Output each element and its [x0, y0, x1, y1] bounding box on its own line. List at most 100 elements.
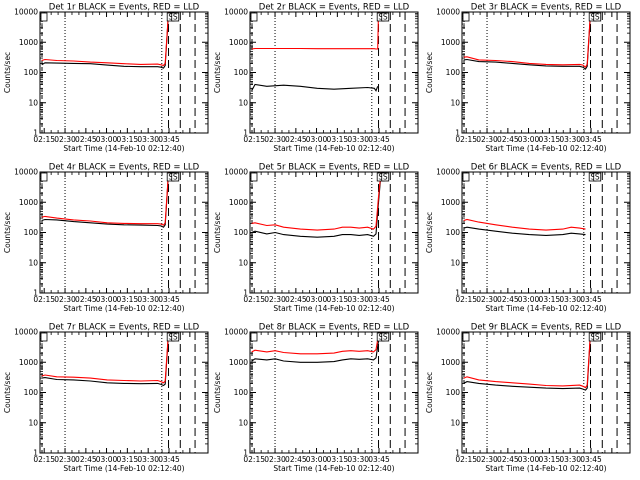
y-tick-label: 10000: [436, 328, 460, 337]
x-tick-label: 02:30: [264, 455, 286, 464]
x-tick-label: 03:45: [368, 295, 390, 304]
x-tick-label: 02:30: [54, 295, 76, 304]
y-axis-label: Counts/sec: [3, 372, 12, 413]
events-series-line: [463, 12, 597, 70]
panel-title: Det 1r BLACK = Events, RED = LLD: [49, 3, 200, 13]
saa-marker-box: [171, 332, 180, 342]
plot-frame: [461, 331, 631, 454]
x-tick-label: 03:30: [559, 295, 581, 304]
x-tick-label: 03:30: [347, 295, 369, 304]
saa-marker-label: S: [168, 13, 173, 22]
lld-series-line: [463, 11, 597, 69]
x-tick-label: 02:15: [455, 295, 477, 304]
y-tick-label: 100: [446, 388, 461, 397]
y-tick-label: 10: [450, 258, 460, 267]
y-tick-label: 10: [28, 418, 38, 427]
saa-marker-box: [381, 332, 390, 342]
x-tick-label: 03:45: [158, 455, 180, 464]
y-tick-label: 10000: [14, 328, 38, 337]
y-tick-label: 10000: [224, 328, 248, 337]
y-tick-label: 100: [24, 388, 39, 397]
plot-frame: [39, 331, 209, 454]
saa-marker-label: S: [590, 333, 595, 342]
x-tick-label: 03:45: [580, 455, 602, 464]
x-tick-label: 02:45: [75, 135, 97, 144]
y-tick-label: 1: [243, 289, 248, 298]
start-marker-box: [250, 172, 258, 182]
y-axis-label: Counts/sec: [3, 212, 12, 253]
x-tick-label: 03:30: [137, 295, 159, 304]
x-tick-label: 03:00: [306, 455, 328, 464]
x-tick-label: 02:30: [264, 295, 286, 304]
x-tick-label: 02:15: [243, 135, 265, 144]
events-series-line: [41, 332, 175, 387]
x-tick-label: 02:45: [497, 455, 519, 464]
lld-series-line: [463, 218, 586, 231]
y-tick-label: 1000: [441, 198, 460, 207]
x-axis-label: Start Time (14-Feb-10 02:12:40): [485, 464, 606, 473]
x-tick-label: 03:45: [158, 135, 180, 144]
y-tick-label: 100: [234, 228, 249, 237]
y-tick-label: 1: [243, 449, 248, 458]
y-tick-label: 10000: [436, 168, 460, 177]
events-series-line: [463, 332, 597, 391]
x-tick-label: 02:30: [54, 455, 76, 464]
y-tick-label: 1000: [441, 358, 460, 367]
y-tick-label: 100: [234, 388, 249, 397]
y-tick-label: 1000: [19, 358, 38, 367]
start-marker-box: [250, 332, 258, 342]
panel-3: Det 3r BLACK = Events, RED = LLD Counts/s…: [425, 3, 631, 153]
saa-marker-label: S: [173, 333, 178, 342]
panel-title: Det 9r BLACK = Events, RED = LLD: [471, 323, 622, 333]
panel-4: Det 4r BLACK = Events, RED = LLD Counts/s…: [3, 163, 209, 313]
saa-marker-label: S: [378, 173, 383, 182]
x-tick-label: 02:45: [497, 135, 519, 144]
plot-frame: [249, 331, 419, 454]
x-tick-label: 03:15: [327, 455, 349, 464]
saa-marker-label: S: [378, 13, 383, 22]
x-tick-label: 02:15: [33, 295, 55, 304]
x-axis-label: Start Time (14-Feb-10 02:12:40): [485, 144, 606, 153]
y-tick-label: 100: [446, 228, 461, 237]
x-tick-label: 02:30: [54, 135, 76, 144]
x-tick-label: 02:30: [476, 135, 498, 144]
x-tick-label: 03:45: [368, 455, 390, 464]
plot-frame: [249, 171, 419, 294]
x-axis-label: Start Time (14-Feb-10 02:12:40): [63, 144, 184, 153]
x-tick-label: 03:45: [580, 295, 602, 304]
y-tick-label: 1: [455, 289, 460, 298]
saa-marker-label: S: [595, 333, 600, 342]
y-axis-label: Counts/sec: [425, 212, 434, 253]
lld-series-line: [251, 331, 385, 355]
y-tick-label: 1000: [19, 198, 38, 207]
saa-marker-label: S: [590, 173, 595, 182]
panel-2: Det 2r BLACK = Events, RED = LLD Counts/s…: [213, 3, 419, 153]
saa-marker-label: S: [383, 333, 388, 342]
y-tick-label: 1000: [229, 38, 248, 47]
x-tick-label: 03:30: [559, 135, 581, 144]
y-tick-label: 1: [33, 289, 38, 298]
x-tick-label: 03:15: [327, 135, 349, 144]
x-tick-label: 02:30: [264, 135, 286, 144]
y-tick-label: 1: [455, 129, 460, 138]
x-tick-label: 03:15: [117, 295, 139, 304]
saa-marker-box: [593, 12, 602, 22]
start-marker-box: [462, 12, 470, 22]
x-axis-label: Start Time (14-Feb-10 02:12:40): [273, 464, 394, 473]
y-tick-label: 1000: [19, 38, 38, 47]
y-tick-label: 10000: [224, 168, 248, 177]
saa-marker-box: [171, 12, 180, 22]
y-tick-label: 10: [238, 98, 248, 107]
y-tick-label: 1000: [229, 198, 248, 207]
x-tick-label: 02:15: [33, 135, 55, 144]
x-axis-label: Start Time (14-Feb-10 02:12:40): [485, 304, 606, 313]
events-series-line: [463, 226, 586, 236]
events-series-line: [251, 171, 385, 238]
x-tick-label: 02:45: [75, 455, 97, 464]
panel-title: Det 5r BLACK = Events, RED = LLD: [259, 163, 410, 173]
x-tick-label: 02:30: [476, 455, 498, 464]
y-tick-label: 10: [450, 418, 460, 427]
x-tick-label: 03:45: [580, 135, 602, 144]
y-tick-label: 10: [28, 258, 38, 267]
